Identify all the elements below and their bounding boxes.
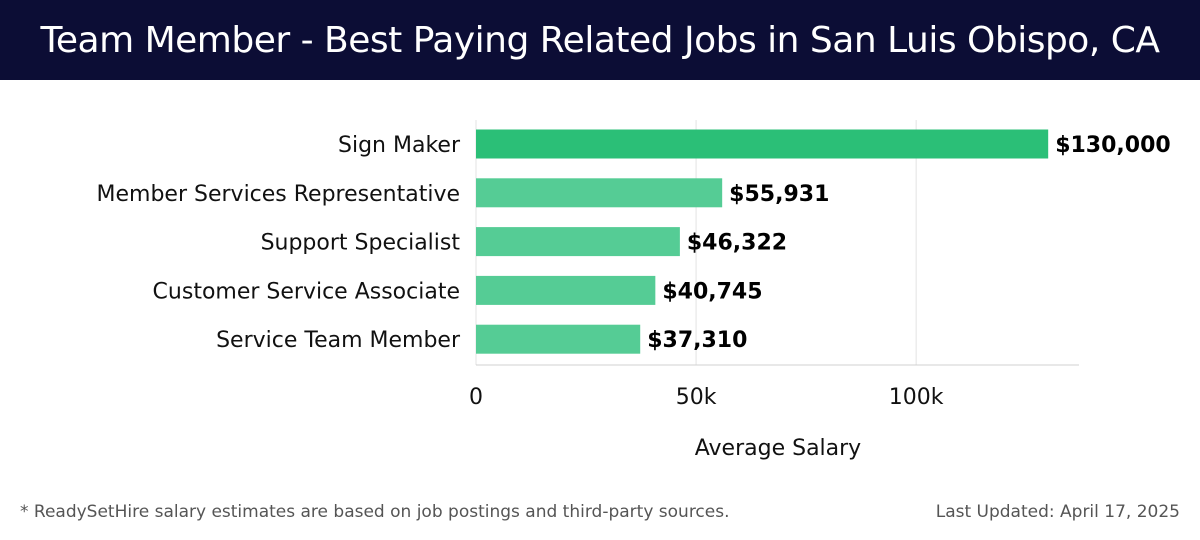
value-label: $37,310 bbox=[647, 328, 747, 353]
footer-note: * ReadySetHire salary estimates are base… bbox=[20, 502, 730, 522]
bar bbox=[476, 275, 656, 305]
bars bbox=[476, 129, 1049, 354]
category-label: Sign Maker bbox=[338, 133, 461, 158]
bar bbox=[476, 178, 723, 208]
category-label: Member Services Representative bbox=[97, 182, 460, 207]
last-updated: Last Updated: April 17, 2025 bbox=[935, 502, 1180, 522]
x-tick-label: 0 bbox=[469, 385, 483, 410]
labels: 0 50k 100k Sign Maker $130,000 Member Service… bbox=[97, 133, 1171, 461]
chart-title: Team Member - Best Paying Related Jobs i… bbox=[40, 19, 1161, 61]
bar bbox=[476, 129, 1049, 159]
value-label: $40,745 bbox=[662, 279, 762, 304]
value-label: $55,931 bbox=[729, 182, 829, 207]
x-axis-title: Average Salary bbox=[695, 436, 861, 461]
x-tick-label: 100k bbox=[889, 385, 944, 410]
bar-chart: 0 50k 100k Sign Maker $130,000 Member Service… bbox=[97, 120, 1171, 461]
chart-header: Team Member - Best Paying Related Jobs i… bbox=[0, 0, 1200, 80]
bar bbox=[476, 227, 680, 257]
value-label: $46,322 bbox=[687, 231, 787, 256]
value-label: $130,000 bbox=[1055, 133, 1171, 158]
category-label: Support Specialist bbox=[261, 231, 461, 256]
bar bbox=[476, 324, 641, 354]
x-tick-label: 50k bbox=[676, 385, 717, 410]
category-label: Customer Service Associate bbox=[153, 279, 460, 304]
category-label: Service Team Member bbox=[216, 328, 461, 353]
